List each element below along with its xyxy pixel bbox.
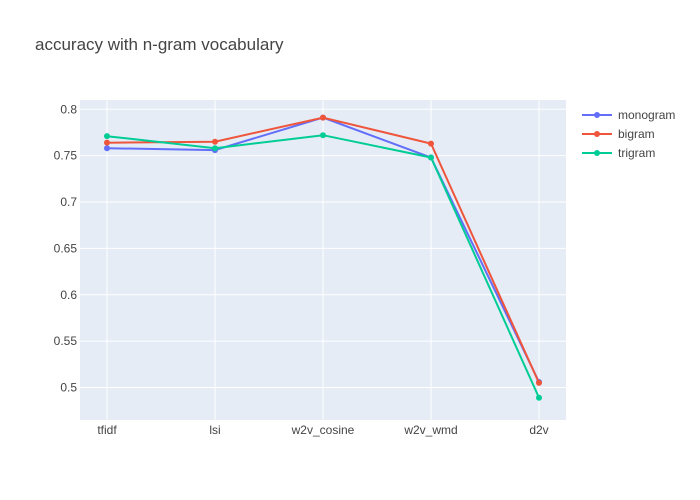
data-point-trigram (536, 394, 542, 401)
data-point-trigram (104, 133, 110, 140)
data-point-bigram (104, 139, 110, 146)
x-tick-label: d2v (529, 423, 548, 437)
data-point-trigram (320, 132, 326, 139)
y-tick-label: 0.55 (54, 334, 78, 348)
legend-label: monogram (618, 108, 675, 122)
chart-title: accuracy with n-gram vocabulary (35, 35, 284, 54)
data-point-bigram (536, 379, 542, 386)
y-tick-label: 0.5 (60, 381, 77, 395)
legend-swatch-marker (594, 112, 600, 118)
legend[interactable]: monogram bigram trigram (582, 108, 675, 160)
y-tick-label: 0.65 (54, 241, 78, 255)
y-tick-label: 0.75 (54, 149, 78, 163)
y-tick-label: 0.7 (60, 195, 77, 209)
legend-item-monogram[interactable]: monogram (582, 108, 675, 122)
legend-label: bigram (618, 127, 655, 141)
grid (80, 100, 566, 420)
legend-swatch-marker (594, 150, 600, 156)
x-tick-label: w2v_wmd (403, 423, 457, 437)
legend-item-bigram[interactable]: bigram (582, 127, 655, 141)
x-tick-label: w2v_cosine (291, 423, 355, 437)
data-point-trigram (428, 154, 434, 161)
x-tick-label: tfidf (97, 423, 117, 437)
data-point-trigram (212, 145, 218, 152)
x-axis: tfidf lsi w2v_cosine w2v_wmd d2v (97, 423, 548, 437)
x-tick-label: lsi (209, 423, 220, 437)
data-point-bigram (212, 138, 218, 145)
y-axis: 0.5 0.55 0.6 0.65 0.7 0.75 0.8 (54, 102, 78, 394)
data-point-monogram (104, 145, 110, 152)
data-point-bigram (428, 140, 434, 147)
y-tick-label: 0.6 (60, 288, 77, 302)
data-point-bigram (320, 114, 326, 121)
legend-label: trigram (618, 146, 655, 160)
legend-item-trigram[interactable]: trigram (582, 146, 655, 160)
y-tick-label: 0.8 (60, 102, 77, 116)
series-layer (104, 114, 542, 401)
legend-swatch-marker (594, 131, 600, 137)
